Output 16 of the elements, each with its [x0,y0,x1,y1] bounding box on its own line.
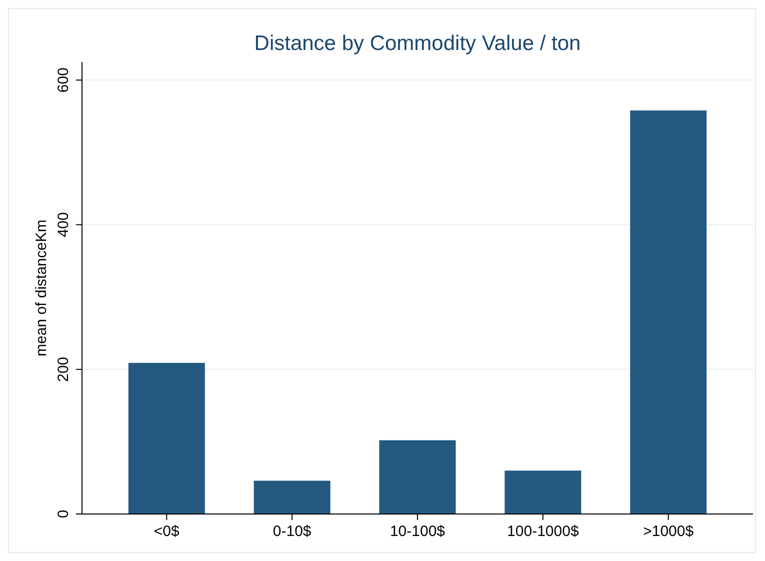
x-tick-label: 0-10$ [272,523,312,540]
bar [379,440,456,514]
y-tick-label: 600 [55,68,72,93]
x-tick-label: >1000$ [643,523,694,540]
y-tick-label: 400 [55,212,72,238]
chart-title: Distance by Commodity Value / ton [254,32,581,55]
x-tick-label: 100-1000$ [507,523,580,540]
bar [504,470,582,514]
x-tick-label: <0$ [154,523,180,540]
bar [128,362,205,514]
bar [630,110,707,514]
x-tick-label: 10-100$ [390,523,446,540]
y-tick-label: 0 [55,510,72,518]
y-axis-title: mean of distanceKm [33,220,50,356]
bar [254,480,330,514]
y-tick-label: 200 [55,356,72,382]
